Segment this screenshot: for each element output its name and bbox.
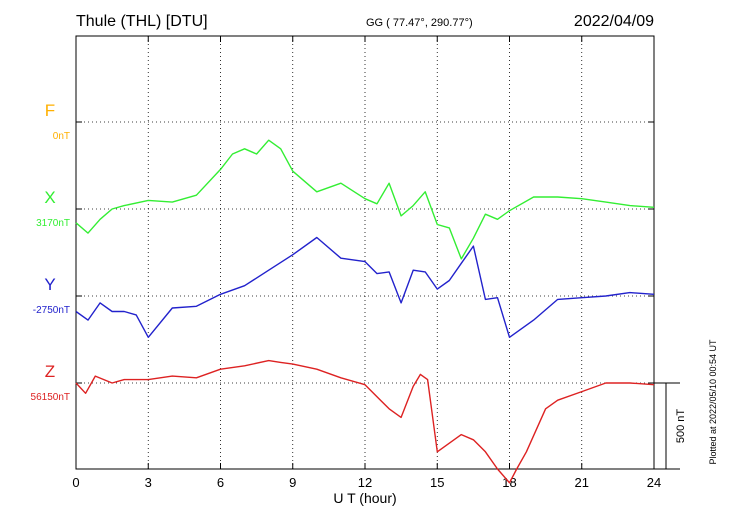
- x-tick-label: 24: [647, 475, 661, 490]
- x-tick-label: 12: [358, 475, 372, 490]
- series-line-x: [75, 139, 655, 260]
- x-tick-label: 3: [145, 475, 152, 490]
- component-baseline-x: 3170nT: [36, 218, 70, 229]
- station-title: Thule (THL) [DTU]: [76, 13, 208, 30]
- component-baseline-y: -2750nT: [33, 305, 70, 316]
- scale-bar-label: 500 nT: [675, 409, 687, 444]
- scale-bar: 500 nT: [654, 382, 687, 470]
- x-tick-label: 15: [430, 475, 444, 490]
- plot-date: 2022/04/09: [574, 13, 654, 30]
- x-axis-label: U T (hour): [333, 490, 396, 506]
- component-name-z: Z: [45, 362, 55, 381]
- component-baseline-f: 0nT: [53, 131, 70, 142]
- x-tick-label: 9: [289, 475, 296, 490]
- component-name-f: F: [45, 101, 55, 120]
- plotted-timestamp: Plotted at 2022/05/10 00:54 UT: [708, 339, 718, 465]
- x-tick-label: 21: [575, 475, 589, 490]
- series-lines: [75, 139, 655, 484]
- x-tick-label: 6: [217, 475, 224, 490]
- series-line-z: [75, 359, 655, 484]
- component-name-x: X: [44, 188, 55, 207]
- x-tick-label: 0: [72, 475, 79, 490]
- component-baseline-z: 56150nT: [31, 392, 70, 403]
- station-coordinates: GG ( 77.47°, 290.77°): [366, 17, 473, 29]
- component-name-y: Y: [44, 275, 55, 294]
- component-labels: F 0nT X 3170nT Y -2750nT Z 56150nT: [31, 101, 70, 403]
- series-line-y: [75, 236, 655, 338]
- grid-lines: [76, 36, 654, 469]
